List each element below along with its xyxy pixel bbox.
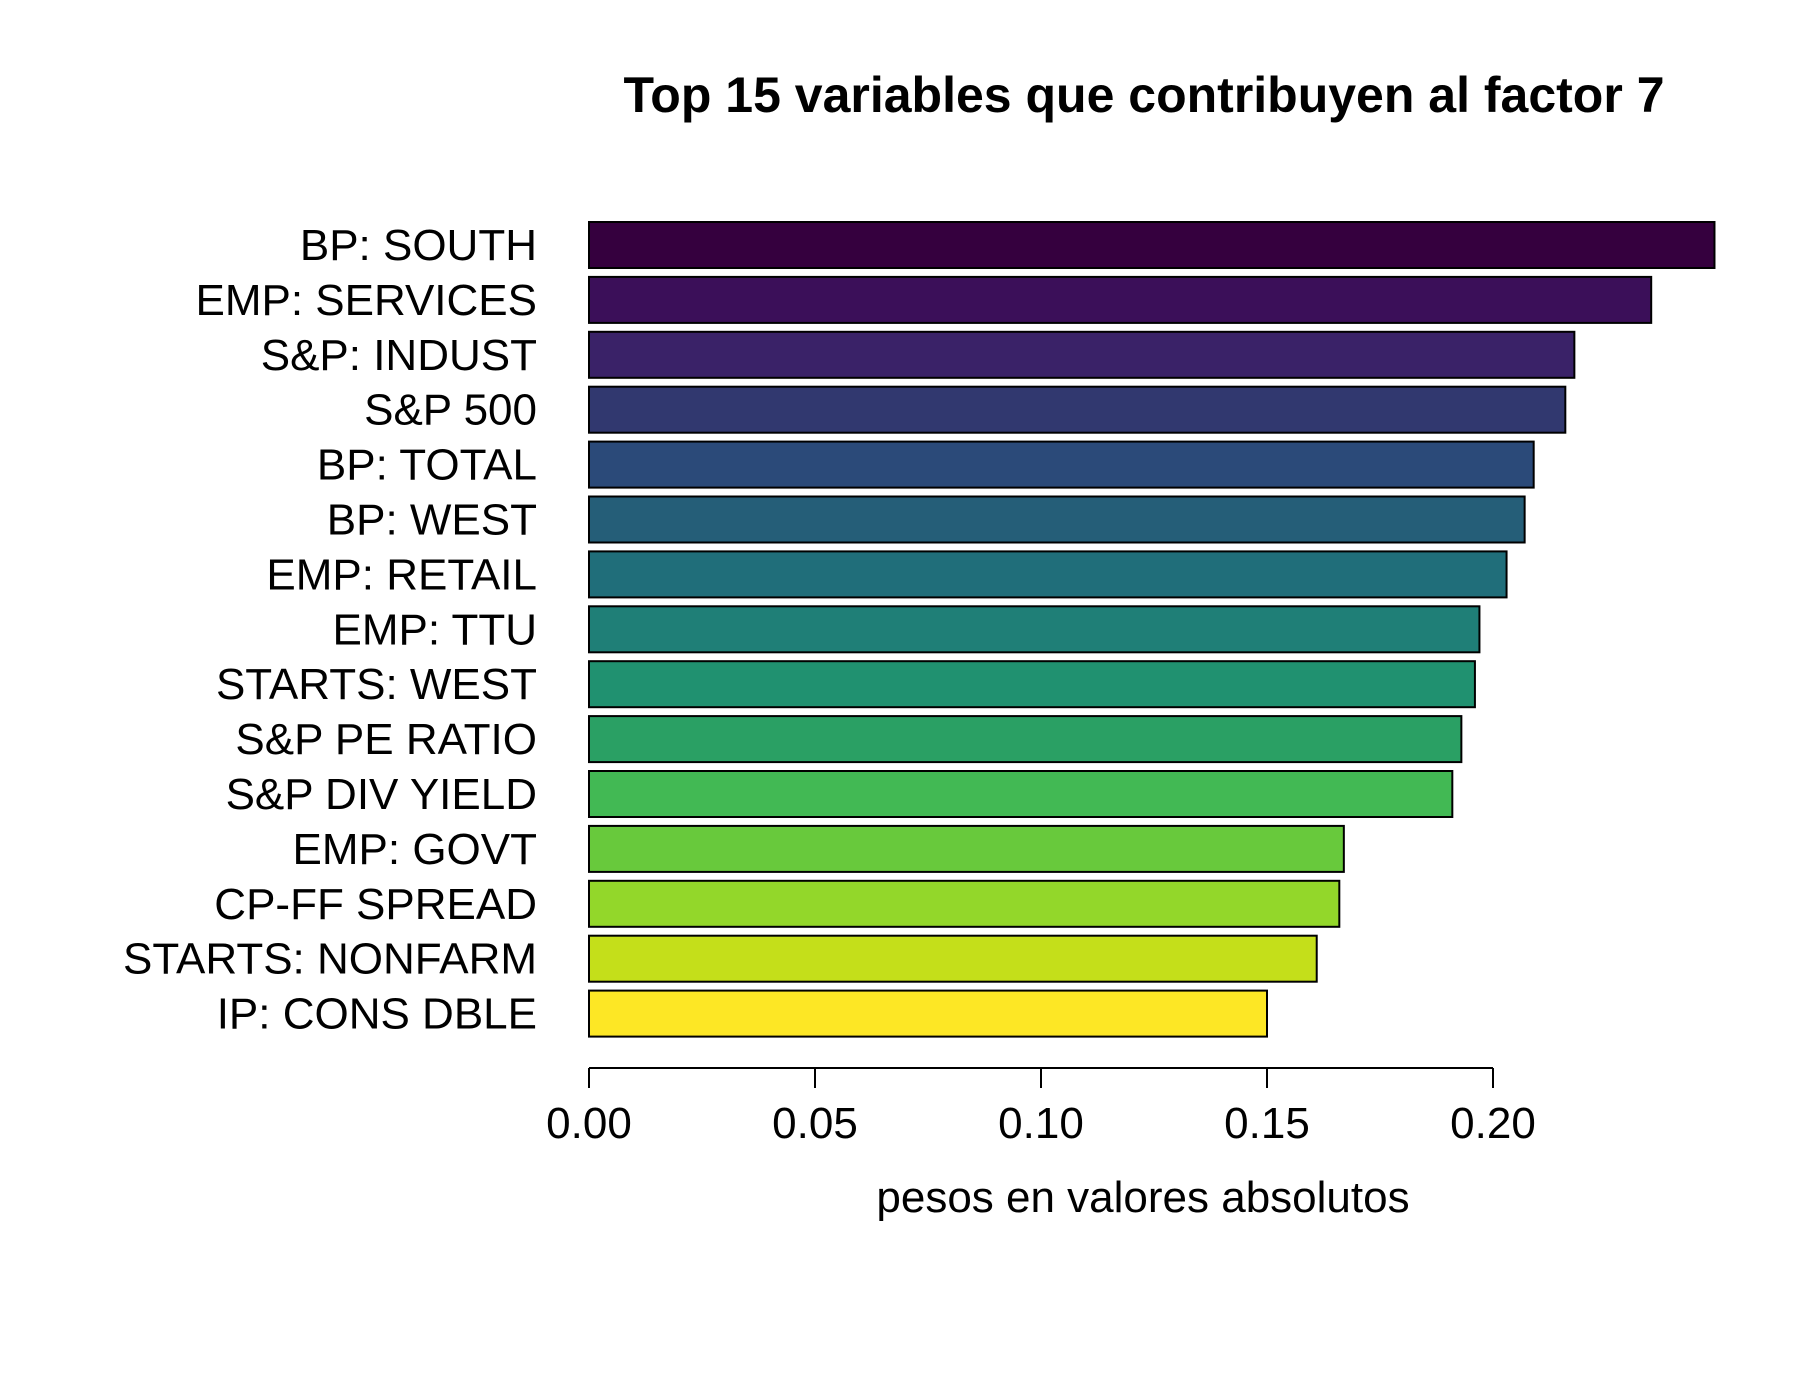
bar [588, 275, 1653, 324]
bar [588, 934, 1318, 983]
bar [588, 495, 1526, 544]
bar [588, 550, 1508, 599]
category-label: S&P 500 [364, 386, 537, 435]
chart-title: Top 15 variables que contribuyen al fact… [623, 67, 1664, 123]
category-label: STARTS: WEST [216, 660, 537, 709]
x-tick-label: 0.10 [998, 1099, 1084, 1148]
bar [588, 824, 1345, 873]
category-label: S&P: INDUST [261, 331, 537, 380]
x-ticks: 0.00 0.05 0.10 0.15 0.20 [546, 1068, 1536, 1148]
category-label: S&P PE RATIO [235, 715, 537, 764]
bar [588, 440, 1535, 489]
category-label: BP: TOTAL [317, 441, 537, 490]
bar [588, 605, 1481, 654]
bars-group [588, 221, 1716, 1038]
bar [588, 660, 1476, 709]
category-label: EMP: TTU [332, 605, 537, 654]
category-label: CP-FF SPREAD [214, 880, 537, 929]
x-tick-label: 0.15 [1224, 1099, 1310, 1148]
x-tick-label: 0.00 [546, 1099, 632, 1148]
bar [588, 221, 1716, 269]
category-label: S&P DIV YIELD [226, 770, 537, 819]
x-tick-label: 0.20 [1450, 1099, 1536, 1148]
x-axis: 0.00 0.05 0.10 0.15 0.20 [546, 1067, 1536, 1148]
x-tick-label: 0.05 [772, 1099, 858, 1148]
bar [588, 879, 1341, 928]
category-label: EMP: RETAIL [266, 550, 537, 599]
bar [588, 715, 1463, 764]
category-label: EMP: SERVICES [195, 276, 537, 325]
category-label: STARTS: NONFARM [123, 935, 537, 984]
category-label: BP: WEST [327, 496, 537, 545]
bar [588, 770, 1454, 818]
bar [588, 385, 1567, 434]
bar [588, 989, 1268, 1038]
category-label: EMP: GOVT [293, 825, 537, 874]
x-axis-label: pesos en valores absolutos [876, 1173, 1409, 1222]
category-label: BP: SOUTH [300, 221, 537, 270]
category-label: IP: CONS DBLE [217, 990, 537, 1039]
bar [588, 330, 1576, 379]
category-labels: BP: SOUTH EMP: SERVICES S&P: INDUST S&P 500… [123, 221, 537, 1039]
